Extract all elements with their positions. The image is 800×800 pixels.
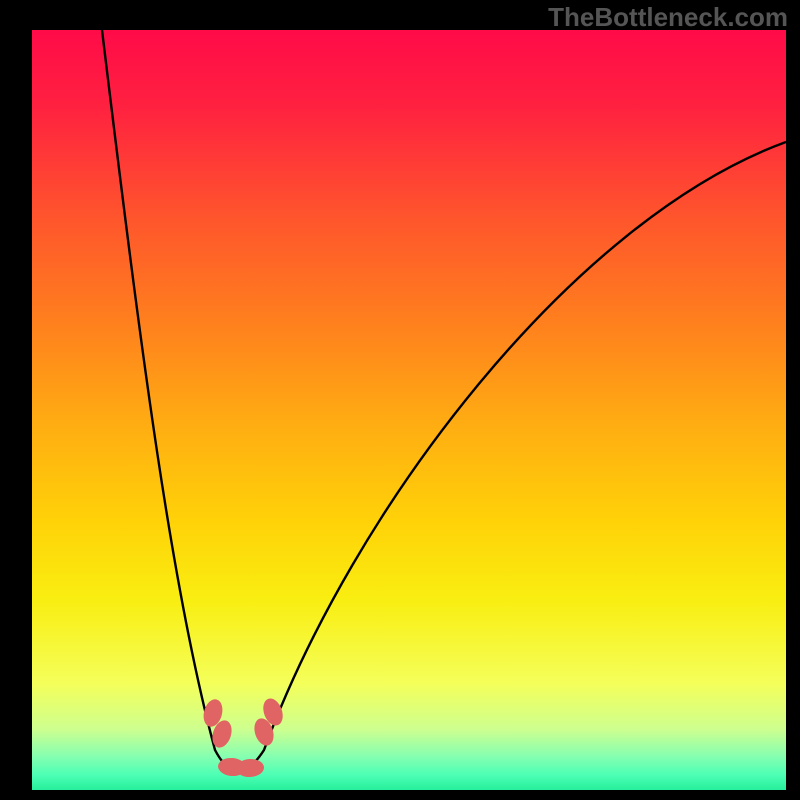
- chart-frame: TheBottleneck.com: [0, 0, 800, 800]
- watermark-text: TheBottleneck.com: [548, 2, 788, 33]
- gradient-background: [32, 30, 786, 790]
- plot-svg: [32, 30, 786, 790]
- plot-area: [32, 30, 786, 790]
